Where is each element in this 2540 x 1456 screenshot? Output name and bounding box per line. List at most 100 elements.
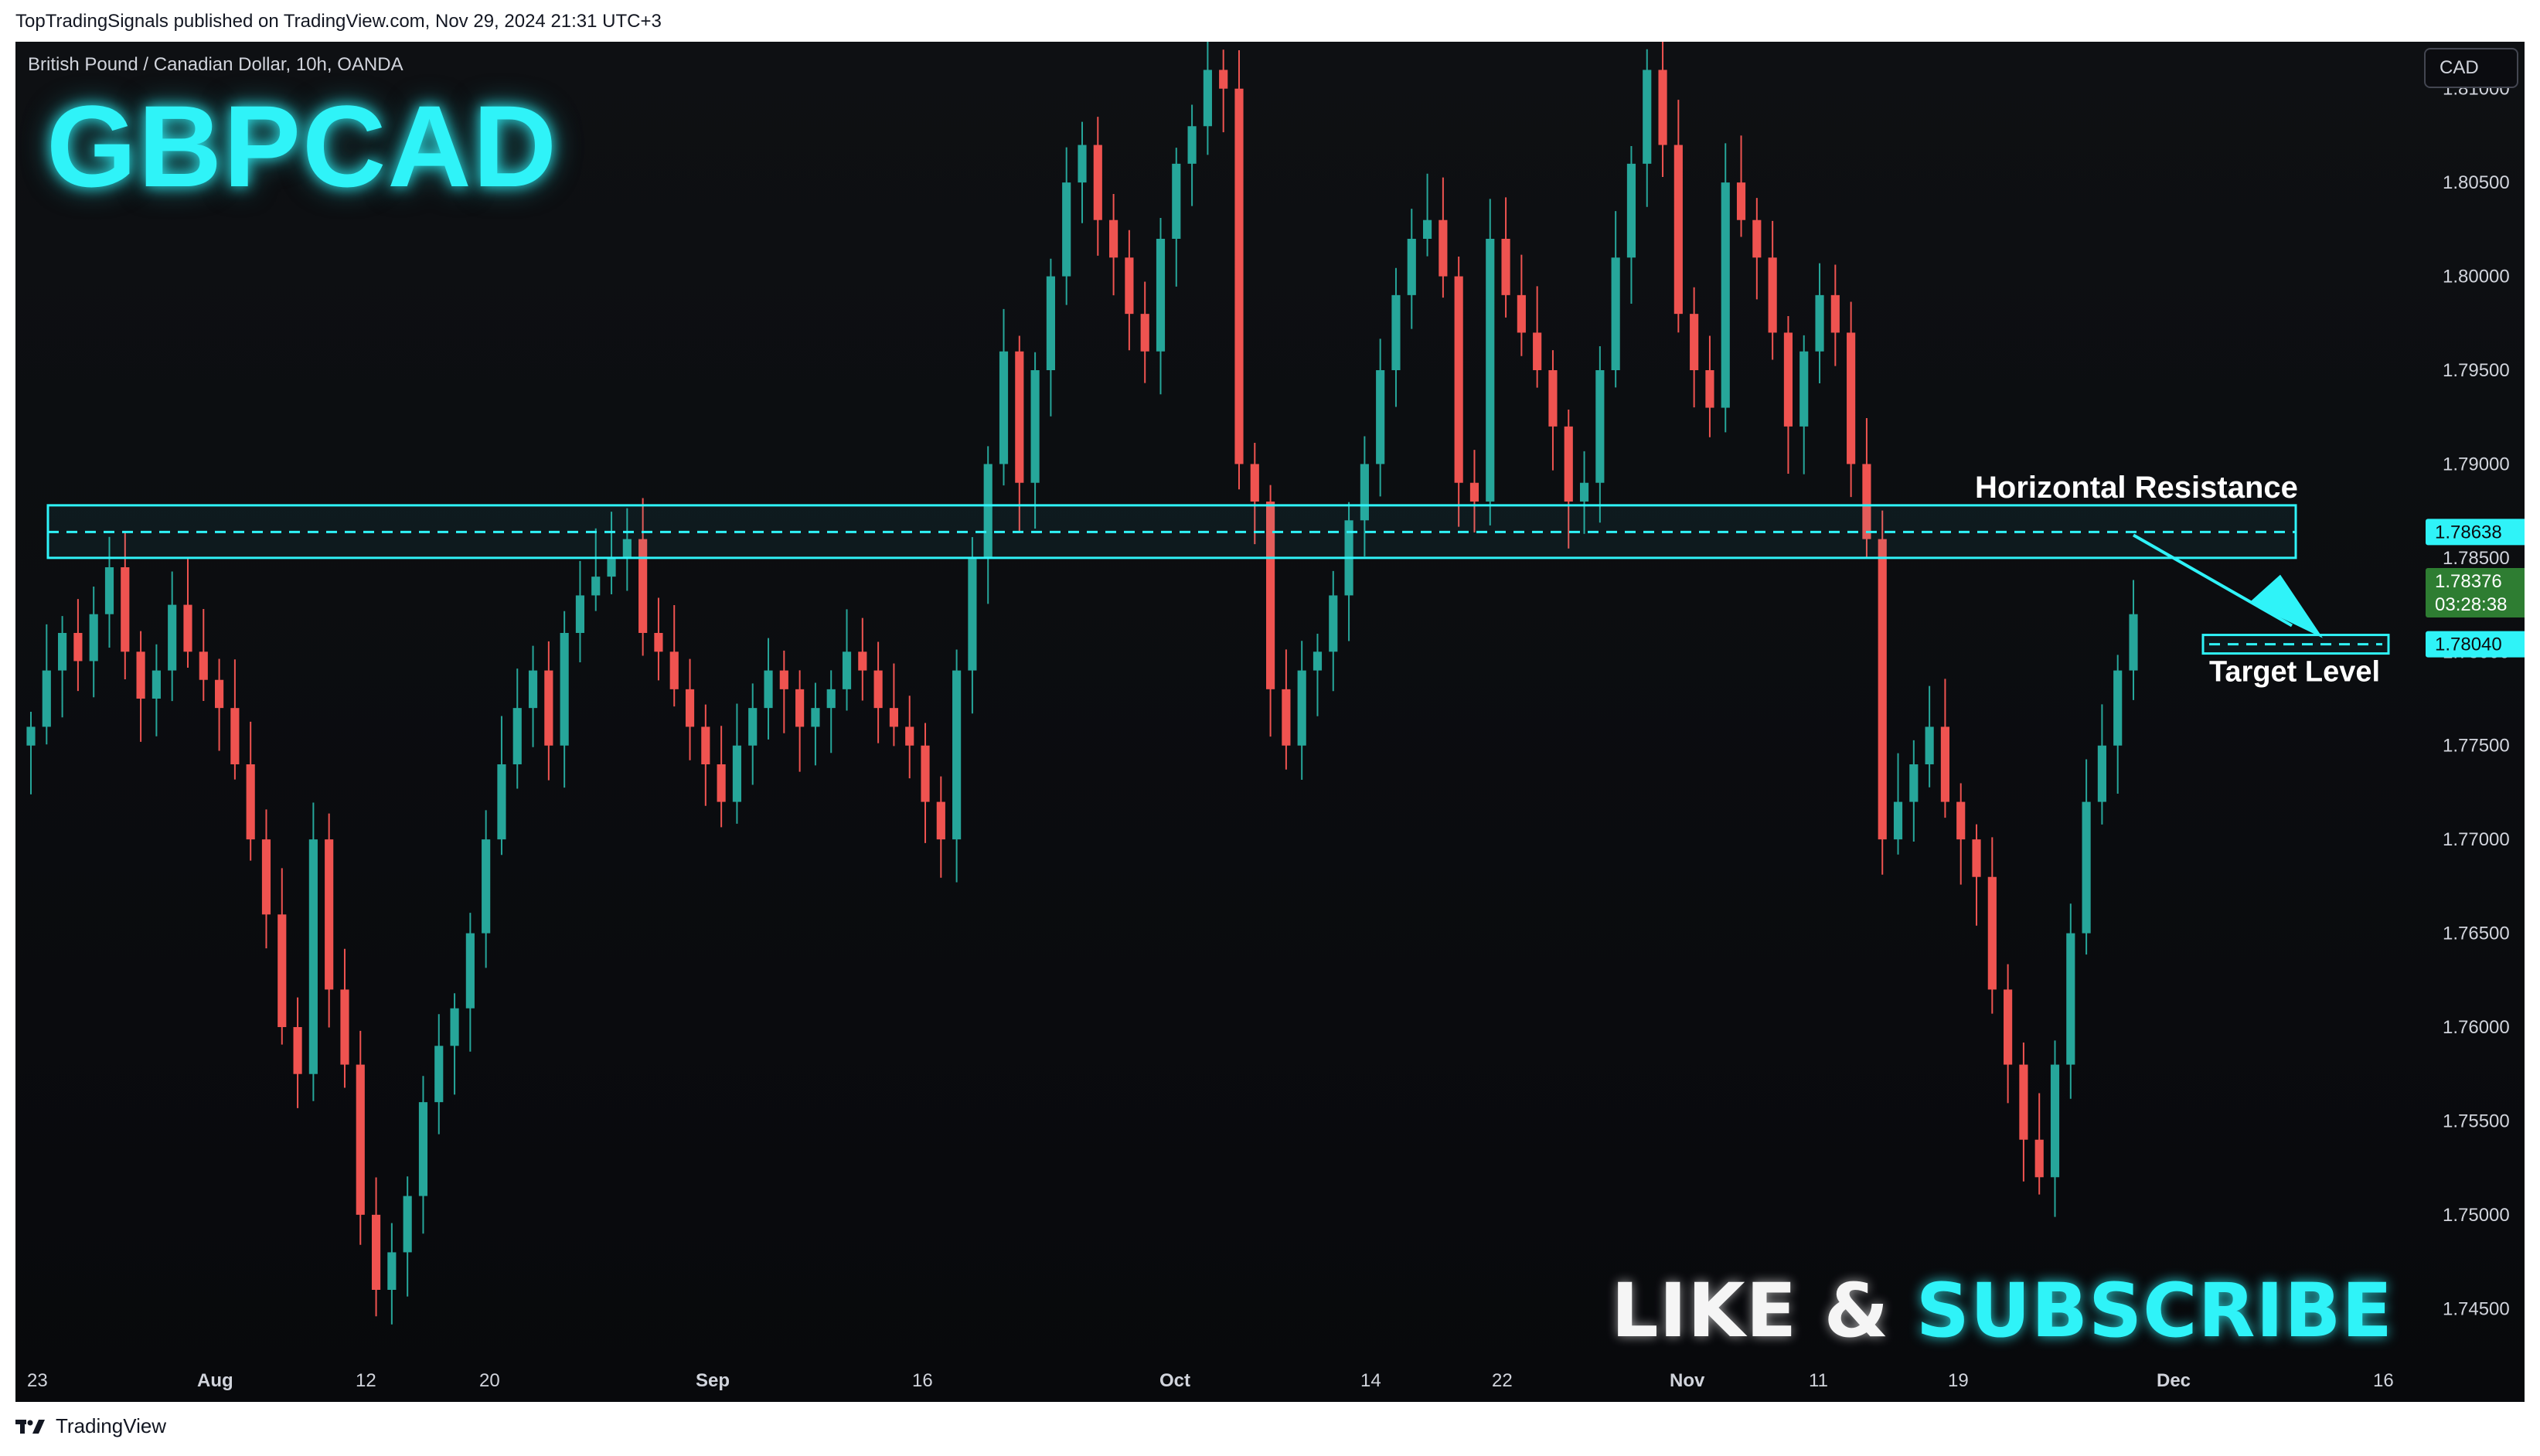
- candle-body: [26, 726, 36, 746]
- candle-body: [921, 745, 930, 802]
- candle-body: [2113, 670, 2123, 746]
- candle-body: [1469, 482, 1479, 502]
- candle-body: [528, 670, 538, 709]
- candle-body: [685, 689, 695, 727]
- candle-body: [1203, 70, 1212, 127]
- candle-body: [2097, 745, 2106, 802]
- candle-body: [1407, 239, 1416, 295]
- target-price-label-bg: [2426, 631, 2525, 658]
- projection-arrow-line: [2133, 533, 2293, 628]
- candle-body: [826, 689, 836, 709]
- candle-body: [246, 764, 255, 840]
- candle-body: [1172, 163, 1181, 239]
- candle-body: [1109, 219, 1118, 258]
- candle-body: [1643, 70, 1652, 164]
- candle-body: [2082, 801, 2091, 934]
- y-tick-label: 1.79000: [2443, 454, 2510, 475]
- candle-body: [2004, 989, 2013, 1065]
- candle-body: [1705, 370, 1714, 408]
- candle-body: [356, 1064, 365, 1215]
- y-tick-label: 1.75500: [2443, 1111, 2510, 1131]
- candle-body: [2129, 614, 2138, 671]
- candle-body: [2066, 933, 2075, 1065]
- x-tick-label: Sep: [696, 1370, 730, 1391]
- candle-body: [2050, 1064, 2060, 1178]
- candle-body: [1878, 539, 1887, 840]
- tradingview-logo-icon: [15, 1419, 45, 1434]
- x-tick-label: Nov: [1670, 1370, 1705, 1391]
- candle-body: [1847, 332, 1856, 464]
- ticker-title: GBPCAD: [46, 81, 559, 211]
- symbol-description: British Pound / Canadian Dollar, 10h, OA…: [28, 54, 403, 75]
- y-tick-label: 1.76500: [2443, 924, 2510, 944]
- candle-body: [308, 839, 318, 1074]
- candle-body: [654, 633, 663, 652]
- resistance-price-label-bg: [2426, 519, 2525, 546]
- x-tick-label: 16: [2373, 1370, 2394, 1391]
- candle-body: [482, 839, 491, 934]
- candle-body: [936, 801, 945, 840]
- candle-body: [1673, 145, 1683, 315]
- last-price-label: 1.78376: [2435, 571, 2502, 592]
- candle-body: [261, 839, 271, 915]
- chart-area[interactable]: 1.74500 1.75000 1.75500 1.76000 1.76500 1.770…: [15, 42, 2525, 1402]
- publish-caption: TopTradingSignals published on TradingVi…: [15, 11, 662, 32]
- candle-body: [183, 604, 192, 652]
- x-tick-label: 12: [356, 1370, 376, 1391]
- candle-body: [1030, 370, 1040, 483]
- candle-body: [622, 539, 632, 558]
- candle-body: [387, 1252, 397, 1290]
- x-tick-label: 14: [1360, 1370, 1381, 1391]
- candle-body: [811, 708, 820, 727]
- candle-body: [873, 670, 883, 709]
- y-tick-label: 1.75000: [2443, 1205, 2510, 1226]
- candle-body: [1783, 332, 1793, 427]
- candle-body: [1234, 88, 1244, 464]
- y-tick-label: 1.74500: [2443, 1298, 2510, 1319]
- candle-body: [1517, 294, 1526, 333]
- candle-body: [1266, 502, 1275, 689]
- candle-body: [795, 689, 805, 727]
- x-tick-label: Oct: [1159, 1370, 1190, 1391]
- candle-body: [1548, 370, 1558, 427]
- candle-body: [1862, 464, 1871, 539]
- y-tick-label: 1.80000: [2443, 267, 2510, 287]
- candle-body: [73, 633, 83, 662]
- candle-body: [1799, 351, 1809, 427]
- candle-body: [1987, 876, 1997, 990]
- candle-body: [1486, 239, 1495, 502]
- candle-body: [889, 708, 898, 727]
- footer-brand[interactable]: TradingView: [15, 1414, 166, 1438]
- x-tick-label: 19: [1948, 1370, 1969, 1391]
- like-text: LIKE &: [1611, 1267, 1890, 1354]
- y-tick-label: 1.80500: [2443, 172, 2510, 193]
- x-tick-label: 11: [1809, 1370, 1828, 1391]
- candle-body: [1830, 294, 1840, 333]
- candle-body: [1611, 257, 1620, 370]
- x-tick-label: 22: [1492, 1370, 1513, 1391]
- candle-body: [2034, 1139, 2044, 1178]
- candle-body: [1626, 163, 1636, 258]
- candle-body: [968, 557, 977, 671]
- candle-body: [230, 708, 240, 764]
- candle-body: [2019, 1064, 2028, 1140]
- candle-body: [1046, 276, 1055, 370]
- candle-body: [418, 1102, 428, 1196]
- candle-body: [450, 1008, 459, 1046]
- candle-body: [1579, 482, 1589, 502]
- candle-body: [89, 614, 98, 662]
- x-tick-label: 16: [912, 1370, 933, 1391]
- candle-body: [340, 989, 349, 1065]
- candle-body: [669, 651, 679, 689]
- candle-body: [1721, 182, 1730, 408]
- resistance-price-label: 1.78638: [2435, 522, 2502, 543]
- projection-arrow-head: [2249, 574, 2323, 638]
- candle-body: [1093, 145, 1102, 220]
- candle-body: [1768, 257, 1777, 333]
- currency-button[interactable]: CAD: [2424, 48, 2518, 88]
- x-tick-label: Dec: [2157, 1370, 2191, 1391]
- candle-body: [1956, 801, 1966, 840]
- candle-body: [371, 1214, 381, 1290]
- candle-body: [1501, 239, 1510, 295]
- candle-body: [999, 351, 1009, 464]
